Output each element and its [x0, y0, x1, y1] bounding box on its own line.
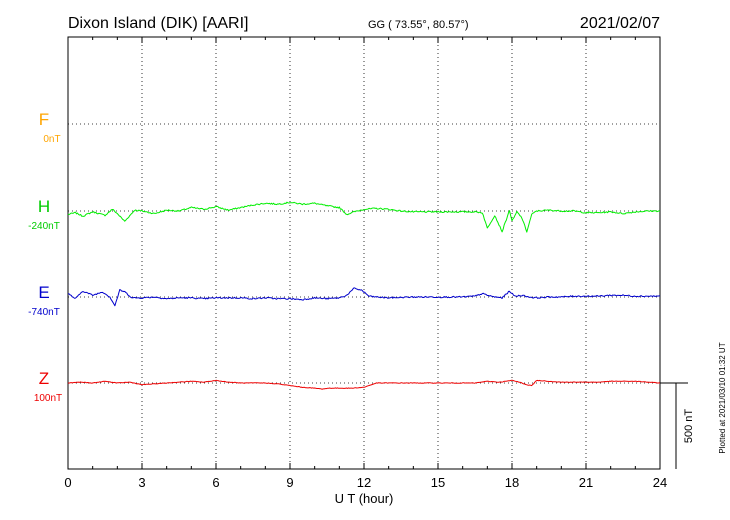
x-axis-ticks [67, 37, 661, 469]
scale-bar-label: 500 nT [683, 409, 695, 444]
x-tick-label: 21 [579, 475, 593, 490]
x-tick-label: 12 [357, 475, 371, 490]
plotted-timestamp: Plotted at 2021/03/10 01:32 UT [718, 342, 727, 453]
component-baseline-e: -740nT [28, 307, 60, 318]
trace-h [67, 201, 661, 233]
x-axis-tick-labels: 0 3 6 9 12 15 18 21 24 [64, 475, 667, 490]
x-tick-label: 6 [212, 475, 219, 490]
component-label-f: F [39, 110, 49, 129]
x-axis-label: U T (hour) [335, 491, 394, 506]
grid-lines [68, 37, 660, 469]
x-tick-label: 18 [505, 475, 519, 490]
component-baseline-z: 100nT [34, 393, 62, 404]
component-label-z: Z [39, 369, 49, 388]
station-title: Dixon Island (DIK) [AARI] [68, 15, 249, 32]
x-tick-label: 9 [286, 475, 293, 490]
component-label-e: E [38, 283, 49, 302]
data-traces [67, 201, 661, 390]
trace-e [67, 287, 661, 307]
scale-bar: 500 nT [660, 382, 695, 469]
x-tick-label: 3 [138, 475, 145, 490]
trace-z [67, 379, 661, 390]
component-baseline-h: -240nT [28, 221, 60, 232]
component-label-h: H [38, 197, 50, 216]
station-coords: GG ( 73.55°, 80.57°) [368, 19, 469, 31]
plot-date: 2021/02/07 [580, 15, 660, 32]
x-tick-label: 24 [653, 475, 667, 490]
x-tick-label: 15 [431, 475, 445, 490]
component-baseline-f: 0nT [43, 134, 60, 145]
x-tick-label: 0 [64, 475, 71, 490]
